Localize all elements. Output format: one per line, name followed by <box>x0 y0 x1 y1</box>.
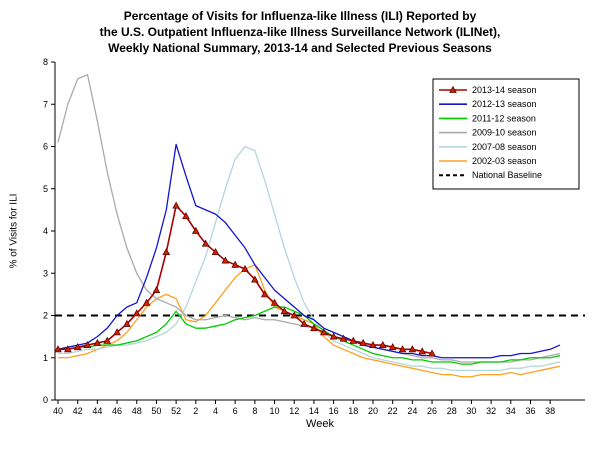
series-marker-2013-14 <box>388 343 397 351</box>
series-marker-2013-14 <box>349 336 358 344</box>
y-tick-label: 6 <box>43 142 48 152</box>
series-marker-2013-14 <box>379 340 387 348</box>
x-tick-label: 14 <box>309 406 319 416</box>
series-line-2012-13 <box>57 143 561 359</box>
series-marker-2013-14 <box>260 290 269 298</box>
x-tick-label: 22 <box>388 406 398 416</box>
series-marker-2013-14 <box>132 309 141 317</box>
x-tick-label: 10 <box>270 406 280 416</box>
x-tick-label: 50 <box>151 406 161 416</box>
x-tick-label: 44 <box>92 406 102 416</box>
legend-label: 2009-10 season <box>472 128 537 138</box>
legend-label: 2002-03 season <box>472 156 537 166</box>
legend-label: 2011-12 season <box>472 113 536 123</box>
x-tick-label: 32 <box>486 406 496 416</box>
y-tick-label: 4 <box>43 226 48 236</box>
x-tick-label: 36 <box>525 406 535 416</box>
series-marker-2013-14 <box>231 260 239 268</box>
series-marker-2013-14 <box>339 334 348 342</box>
series-marker-2013-14 <box>319 328 328 336</box>
legend-label: 2007-08 season <box>472 142 537 152</box>
y-tick-label: 2 <box>43 311 48 321</box>
series-marker-2013-14 <box>241 264 249 272</box>
x-tick-label: 28 <box>447 406 457 416</box>
series-marker-2013-14 <box>182 212 190 220</box>
series-marker-2013-14 <box>201 239 210 247</box>
series-marker-2013-14 <box>398 345 407 353</box>
series-marker-2013-14 <box>54 345 62 353</box>
legend-label: 2012-13 season <box>472 99 537 109</box>
y-tick-label: 7 <box>43 99 48 109</box>
y-tick-label: 3 <box>43 268 48 278</box>
series-marker-2013-14 <box>211 247 220 256</box>
x-tick-label: 30 <box>466 406 476 416</box>
legend-marker-sample <box>449 85 457 93</box>
chart-title-line3: Weekly National Summary, 2013-14 and Sel… <box>108 41 492 55</box>
series-marker-2013-14 <box>329 332 338 340</box>
series-marker-2013-14 <box>162 247 171 256</box>
x-tick-label: 38 <box>545 406 555 416</box>
legend-label: National Baseline <box>472 170 542 180</box>
series-marker-2013-14 <box>418 347 427 355</box>
series-marker-2013-14 <box>310 324 318 332</box>
x-axis-label: Week <box>306 418 334 430</box>
legend-box <box>432 78 580 190</box>
y-tick-label: 0 <box>43 395 48 405</box>
series-marker-2013-14 <box>359 338 367 346</box>
x-tick-label: 18 <box>348 406 358 416</box>
series-marker-2013-14 <box>123 319 131 327</box>
series-marker-2013-14 <box>270 298 279 306</box>
x-tick-label: 42 <box>73 406 83 416</box>
x-tick-label: 24 <box>407 406 417 416</box>
x-tick-label: 6 <box>233 406 238 416</box>
series-marker-2013-14 <box>172 201 180 209</box>
x-tick-label: 2 <box>193 406 198 416</box>
x-tick-label: 4 <box>213 406 218 416</box>
series-marker-2013-14 <box>300 319 308 327</box>
series-marker-2013-14 <box>64 345 72 353</box>
series-line-2009-10 <box>57 74 561 363</box>
x-tick-label: 16 <box>329 406 339 416</box>
x-tick-label: 34 <box>506 406 516 416</box>
chart-title-line1: Percentage of Visits for Influenza-like … <box>123 9 477 23</box>
legend-label: 2013-14 season <box>472 85 537 95</box>
series-marker-2013-14 <box>221 256 230 264</box>
x-tick-label: 46 <box>112 406 122 416</box>
series-marker-2013-14 <box>93 338 102 346</box>
series-marker-2013-14 <box>280 307 289 315</box>
series-marker-2013-14 <box>73 343 82 351</box>
series-marker-2013-14 <box>290 311 299 319</box>
x-tick-label: 48 <box>132 406 142 416</box>
series-marker-2013-14 <box>408 345 417 353</box>
x-tick-label: 26 <box>427 406 437 416</box>
series-marker-2013-14 <box>152 286 161 294</box>
y-tick-label: 8 <box>43 57 48 67</box>
series-marker-2013-14 <box>142 298 151 306</box>
series-line-2002-03 <box>58 264 561 378</box>
x-tick-label: 20 <box>368 406 378 416</box>
x-tick-label: 40 <box>53 406 63 416</box>
series-marker-2013-14 <box>428 349 436 357</box>
x-tick-label: 52 <box>171 406 181 416</box>
x-tick-label: 8 <box>252 406 257 416</box>
series-marker-2013-14 <box>191 226 200 234</box>
series-marker-2013-14 <box>251 275 259 283</box>
series-marker-2013-14 <box>369 340 377 348</box>
y-tick-label: 5 <box>43 184 48 194</box>
x-tick-label: 12 <box>289 406 299 416</box>
series-line-2007-08 <box>58 145 561 372</box>
chart-title: Percentage of Visits for Influenza-like … <box>0 8 600 56</box>
series-marker-2013-14 <box>103 336 112 344</box>
series-marker-2013-14 <box>113 328 121 336</box>
series-line-2013-14 <box>58 204 433 355</box>
y-tick-label: 1 <box>43 353 48 363</box>
series-marker-2013-14 <box>83 340 92 348</box>
series-line-2011-12 <box>58 306 561 365</box>
chart-title-line2: the U.S. Outpatient Influenza-like Illne… <box>99 25 501 39</box>
